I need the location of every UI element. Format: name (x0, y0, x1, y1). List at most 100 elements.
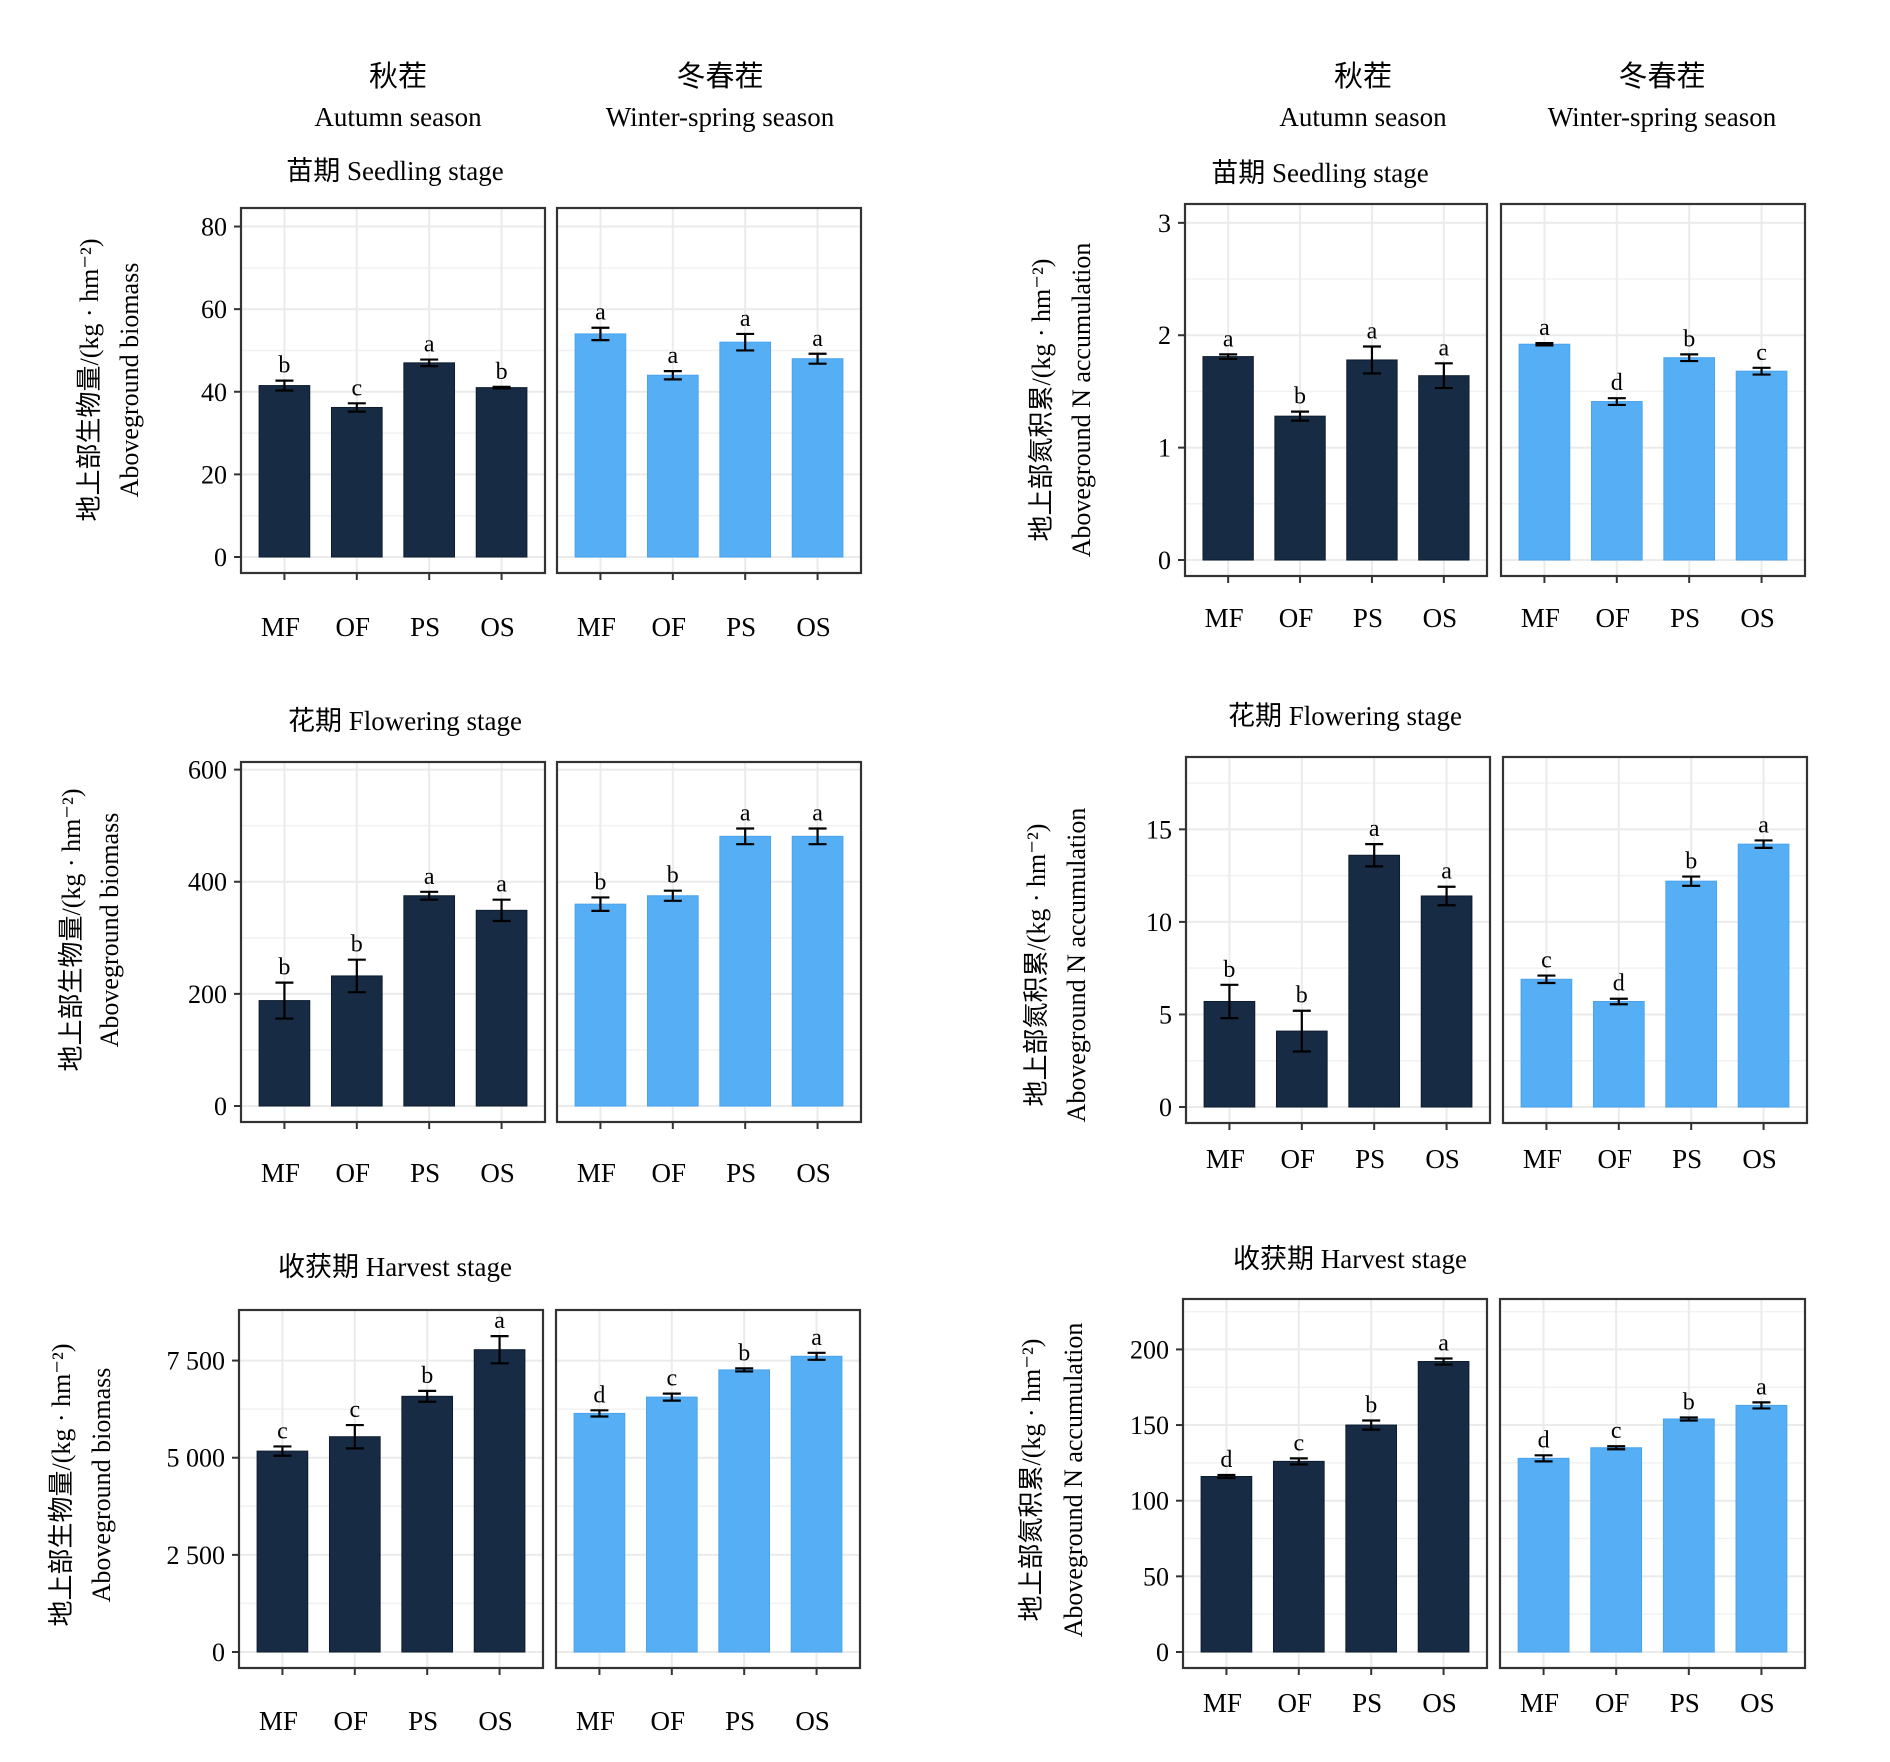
significance-letter: d (1611, 370, 1623, 396)
significance-letter: a (811, 1325, 822, 1351)
error-bar (1752, 1401, 1771, 1410)
x-tick-label: MF (577, 1158, 616, 1188)
error-bar (1365, 843, 1384, 868)
chart-biomass-flowering: 花期 Flowering stage 地上部生物量/(kg · hm⁻²) Abov… (57, 706, 863, 1188)
significance-letter: b (1685, 849, 1697, 875)
error-bar (736, 827, 755, 846)
significance-letter: a (496, 872, 507, 898)
bar-os (475, 387, 528, 558)
stage-title: 收获期 Harvest stage (1233, 1244, 1467, 1274)
x-tick-label: OF (1596, 603, 1631, 633)
bar-ps (1345, 1424, 1398, 1653)
error-bar (1607, 1445, 1626, 1451)
significance-letter: a (1439, 335, 1450, 361)
error-bar (591, 896, 610, 912)
panel-winter-spring: d MF c OF b PS a OS (554, 1308, 862, 1736)
error-bar (1682, 875, 1701, 887)
error-bar (1362, 345, 1381, 375)
chart-nitrogen-seedling: 苗期 Seedling stage 地上部氮积累/(kg · hm⁻²) Above… (1027, 158, 1807, 633)
y-tick-label: 100 (1130, 1487, 1169, 1516)
x-tick-label: PS (725, 1706, 755, 1736)
error-bar (1680, 353, 1699, 363)
x-tick-label: PS (410, 1158, 440, 1188)
panel-border (239, 760, 547, 1124)
bar-os (1417, 1361, 1470, 1653)
error-bar (345, 1423, 364, 1450)
error-bar (347, 958, 366, 994)
significance-letter: a (740, 306, 751, 332)
x-tick-label: PS (1670, 603, 1700, 633)
x-tick-label: OS (795, 1706, 830, 1736)
panel-border (1183, 202, 1489, 578)
panel-autumn: b MF c OF a PS b OS (239, 206, 547, 642)
error-bar (1292, 1009, 1311, 1053)
significance-letter: d (1220, 1447, 1232, 1473)
y-tick-label: 0 (214, 543, 227, 572)
stage-title: 收获期 Harvest stage (278, 1252, 512, 1282)
error-bar (590, 1409, 609, 1418)
x-tick-label: OS (1423, 603, 1458, 633)
error-bar (490, 1334, 509, 1365)
bar-os (790, 1355, 843, 1653)
charts-container: 苗期 Seedling stage 地上部生物量/(kg · hm⁻²) Above… (47, 156, 1809, 1736)
error-bar (663, 370, 682, 381)
error-bar (1754, 839, 1773, 849)
x-tick-label: PS (1352, 1688, 1382, 1718)
y-tick-label: 50 (1143, 1562, 1169, 1591)
bar-ps (1348, 854, 1401, 1108)
bar-ps (1665, 880, 1718, 1108)
y-tick-label: 7 500 (167, 1347, 226, 1376)
error-bar (1434, 362, 1453, 390)
significance-letter: c (1756, 340, 1767, 366)
y-axis-label-cn: 地上部氮积累/(kg · hm⁻²) (1017, 1339, 1046, 1622)
bar-mf (258, 385, 311, 558)
x-tick-label: OS (1422, 1688, 1457, 1718)
y-tick-label: 20 (201, 460, 227, 489)
error-bar (273, 1445, 292, 1457)
stage-title: 花期 Flowering stage (288, 706, 522, 736)
error-bar (1289, 1457, 1308, 1466)
significance-letter: b (1296, 983, 1308, 1009)
stage-title: 苗期 Seedling stage (286, 156, 503, 186)
x-tick-label: OF (1279, 603, 1314, 633)
error-bar (275, 379, 294, 392)
x-tick-label: OF (652, 612, 687, 642)
x-tick-label: OS (480, 612, 515, 642)
stage-title: 苗期 Seedling stage (1211, 158, 1428, 188)
error-bar (492, 898, 511, 923)
bar-ps (1662, 1418, 1715, 1653)
bar-of (1274, 415, 1326, 561)
significance-letter: c (351, 375, 362, 401)
error-bar (808, 827, 827, 846)
significance-letter: a (424, 332, 435, 358)
y-tick-label: 0 (212, 1638, 225, 1667)
error-bar (347, 402, 366, 413)
x-tick-label: OF (652, 1158, 687, 1188)
y-axis-label-cn: 地上部氮积累/(kg · hm⁻²) (1022, 824, 1051, 1107)
season-header-autumn-cn-right: 秋茬 (1334, 60, 1392, 93)
panel-border (1501, 755, 1809, 1125)
error-bar (1217, 1473, 1236, 1480)
bar-mf (1200, 1476, 1253, 1653)
season-header-winter-cn-right: 冬春茬 (1618, 60, 1705, 93)
panel-winter-spring: c MF d OF b PS a OS (1501, 755, 1809, 1174)
x-tick-label: PS (1672, 1144, 1702, 1174)
bar-mf (1202, 356, 1254, 561)
y-tick-label: 2 500 (167, 1541, 226, 1570)
significance-letter: a (667, 343, 678, 369)
y-tick-label: 60 (201, 295, 227, 324)
y-tick-label: 200 (1130, 1335, 1169, 1364)
x-tick-label: MF (1521, 603, 1560, 633)
y-axis-label-cn: 地上部生物量/(kg · hm⁻²) (57, 789, 86, 1072)
x-tick-label: MF (1523, 1144, 1562, 1174)
bar-mf (1520, 978, 1573, 1108)
bar-of (328, 1436, 381, 1653)
bar-of (1590, 401, 1643, 561)
bar-os (1737, 843, 1790, 1108)
y-tick-label: 200 (188, 980, 227, 1009)
significance-letter: a (812, 800, 823, 826)
x-tick-label: MF (261, 612, 300, 642)
panel-autumn: c MF c OF b PS a OS (237, 1308, 545, 1736)
panel-border (239, 206, 547, 575)
bar-mf (256, 1450, 309, 1653)
